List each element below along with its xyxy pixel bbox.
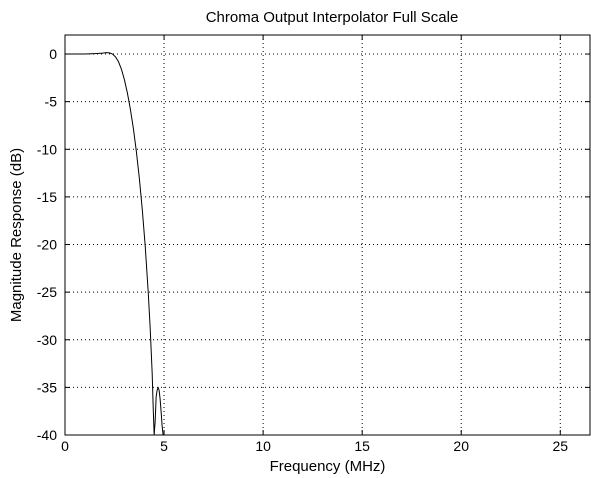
y-tick-label: -20 xyxy=(37,237,57,253)
grid xyxy=(65,35,590,435)
x-tick-label: 10 xyxy=(255,438,271,454)
y-tick-label: -25 xyxy=(37,284,57,300)
x-tick-label: 15 xyxy=(354,438,370,454)
x-tick-label: 5 xyxy=(160,438,168,454)
y-axis-title: Magnitude Response (dB) xyxy=(8,148,25,322)
y-tick-label: -40 xyxy=(37,427,57,443)
chart-title: Chroma Output Interpolator Full Scale xyxy=(206,9,459,26)
series-layer xyxy=(65,52,165,436)
x-tick-label: 25 xyxy=(552,438,568,454)
axis-ticks xyxy=(64,35,590,436)
x-axis-title: Frequency (MHz) xyxy=(270,458,386,475)
series-line-0 xyxy=(65,52,165,436)
tick-labels: 0 5 10 15 20 25 0 -5 -10 -15 -20 -25 -30 -35 -40 xyxy=(37,46,569,454)
y-tick-label: -30 xyxy=(37,332,57,348)
x-tick-label: 0 xyxy=(61,438,69,454)
y-tick-label: -15 xyxy=(37,189,57,205)
y-tick-label: -35 xyxy=(37,379,57,395)
x-tick-label: 20 xyxy=(453,438,469,454)
plot-frame xyxy=(64,34,591,436)
y-tick-label: -10 xyxy=(37,141,57,157)
y-tick-label: -5 xyxy=(45,94,58,110)
y-tick-label: 0 xyxy=(49,46,57,62)
